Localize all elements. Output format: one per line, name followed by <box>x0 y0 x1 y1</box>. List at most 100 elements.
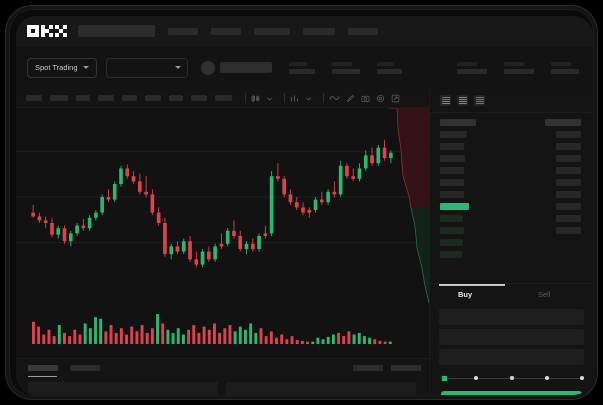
order-book-body[interactable] <box>430 113 593 283</box>
slider-handle[interactable] <box>441 374 448 382</box>
order-book-row-left-9[interactable] <box>440 227 464 234</box>
search-input[interactable] <box>78 25 155 37</box>
asks-only-icon[interactable] <box>474 95 485 106</box>
mode-line <box>475 96 484 98</box>
order-book-row-left-7[interactable] <box>440 203 469 210</box>
header-stat-1 <box>504 61 534 74</box>
order-book-row-right-4[interactable] <box>556 167 581 174</box>
interval-button-2[interactable] <box>76 95 90 101</box>
ticker-stat-label <box>376 61 394 66</box>
both-icon[interactable] <box>440 95 451 106</box>
order-book-row-left-11[interactable] <box>440 251 462 258</box>
tab-buy[interactable]: Buy <box>458 290 473 299</box>
slider-stop-75[interactable] <box>544 375 549 380</box>
header-stat-2 <box>551 61 579 74</box>
order-book-row-right-1[interactable] <box>556 131 581 138</box>
order-form <box>430 305 593 365</box>
order-book-row-right-2[interactable] <box>556 143 581 150</box>
mode-line <box>441 98 450 100</box>
bottom-panel-action-0[interactable] <box>353 365 383 371</box>
nav-item-4[interactable] <box>348 27 378 35</box>
trading-pair-dropdown[interactable] <box>105 57 188 78</box>
amount-percentage-slider[interactable] <box>441 374 584 383</box>
interval-button-3[interactable] <box>98 95 114 101</box>
volume-histogram <box>16 303 429 358</box>
slider-stop-25[interactable] <box>474 375 479 380</box>
active-tab-underline <box>28 376 57 377</box>
bottom-panel-tab-0[interactable] <box>28 365 58 371</box>
bids-only-icon[interactable] <box>457 95 468 106</box>
interval-button-4[interactable] <box>122 95 137 101</box>
mode-line <box>458 96 467 98</box>
pair-name-placeholder <box>219 62 272 73</box>
order-book-row-left-4[interactable] <box>440 167 464 174</box>
okx-logo-svg <box>27 25 67 37</box>
amount-field[interactable] <box>439 329 584 345</box>
place-buy-order-button[interactable] <box>441 391 582 395</box>
order-book-row-right-6[interactable] <box>556 191 581 198</box>
bottom-panel-tabs <box>28 365 100 371</box>
mode-line <box>458 101 467 103</box>
order-book-row-right-7[interactable] <box>556 203 581 210</box>
slider-stop-50[interactable] <box>509 375 514 380</box>
ticker-stat-2 <box>376 61 402 74</box>
gear-icon[interactable] <box>376 94 385 103</box>
nav-item-3[interactable] <box>303 27 335 35</box>
toolbar-divider <box>245 93 246 103</box>
fullscreen-icon[interactable] <box>391 94 400 103</box>
price-field[interactable] <box>439 309 584 325</box>
header-stat-label <box>551 61 571 66</box>
nav-item-1[interactable] <box>211 27 241 35</box>
okx-logo-icon[interactable]: OKX <box>27 25 67 38</box>
interval-buttons <box>26 95 240 101</box>
volume-histogram-svg <box>32 314 392 344</box>
interval-button-0[interactable] <box>26 95 42 101</box>
top-navigation-bar: OKX <box>16 16 593 46</box>
order-book-row-left-2[interactable] <box>440 143 464 150</box>
chevron-down-icon[interactable] <box>305 95 312 102</box>
order-book-row-right-9[interactable] <box>556 227 581 234</box>
interval-button-8[interactable] <box>215 95 232 101</box>
order-book-row-left-8[interactable] <box>440 215 463 222</box>
interval-button-1[interactable] <box>50 95 68 101</box>
header-stat-value <box>457 68 487 74</box>
interval-button-5[interactable] <box>145 95 161 101</box>
order-book-row-right-3[interactable] <box>556 155 581 162</box>
candlestick-chart[interactable] <box>16 108 429 303</box>
camera-icon[interactable] <box>361 94 370 103</box>
indicators-icon[interactable] <box>290 94 299 103</box>
trading-mode-selector[interactable]: Spot Trading <box>27 57 97 78</box>
screen: OKX <box>16 16 593 395</box>
header-stat-label <box>457 61 477 66</box>
interval-button-6[interactable] <box>169 95 183 101</box>
bottom-panel-box-0 <box>28 382 218 395</box>
line-wave-icon[interactable] <box>329 94 340 102</box>
slider-stop-100[interactable] <box>580 375 584 380</box>
order-book-row-left-3[interactable] <box>440 155 465 162</box>
nav-menu <box>155 27 378 35</box>
toolbar-divider <box>284 93 285 103</box>
order-book-row-left-1[interactable] <box>440 131 467 138</box>
nav-item-0[interactable] <box>168 27 198 35</box>
bottom-panel-box-1 <box>226 382 416 395</box>
tab-sell[interactable]: Sell <box>538 290 551 299</box>
buy-sell-tabs: Buy Sell <box>430 283 593 305</box>
mode-line <box>475 103 484 105</box>
order-book-row-right-5[interactable] <box>556 179 581 186</box>
order-book-row-left-6[interactable] <box>440 191 464 198</box>
interval-button-7[interactable] <box>191 95 207 101</box>
ticker-stats-group <box>272 61 402 74</box>
order-book-row-right-8[interactable] <box>556 215 581 222</box>
chevron-down-icon[interactable] <box>266 95 273 102</box>
candlestick-chart-icon[interactable] <box>251 94 260 103</box>
mode-line <box>441 103 450 105</box>
bottom-panel-action-1[interactable] <box>391 365 421 371</box>
pencil-icon[interactable] <box>346 94 355 103</box>
total-field[interactable] <box>439 349 584 365</box>
order-book-row-left-10[interactable] <box>440 239 463 246</box>
order-book-row-left-5[interactable] <box>440 179 464 186</box>
nav-item-2[interactable] <box>254 27 290 35</box>
coin-avatar-icon <box>200 60 215 75</box>
bottom-panel-tab-1[interactable] <box>70 365 100 371</box>
trading-mode-label: Spot Trading <box>35 63 78 72</box>
